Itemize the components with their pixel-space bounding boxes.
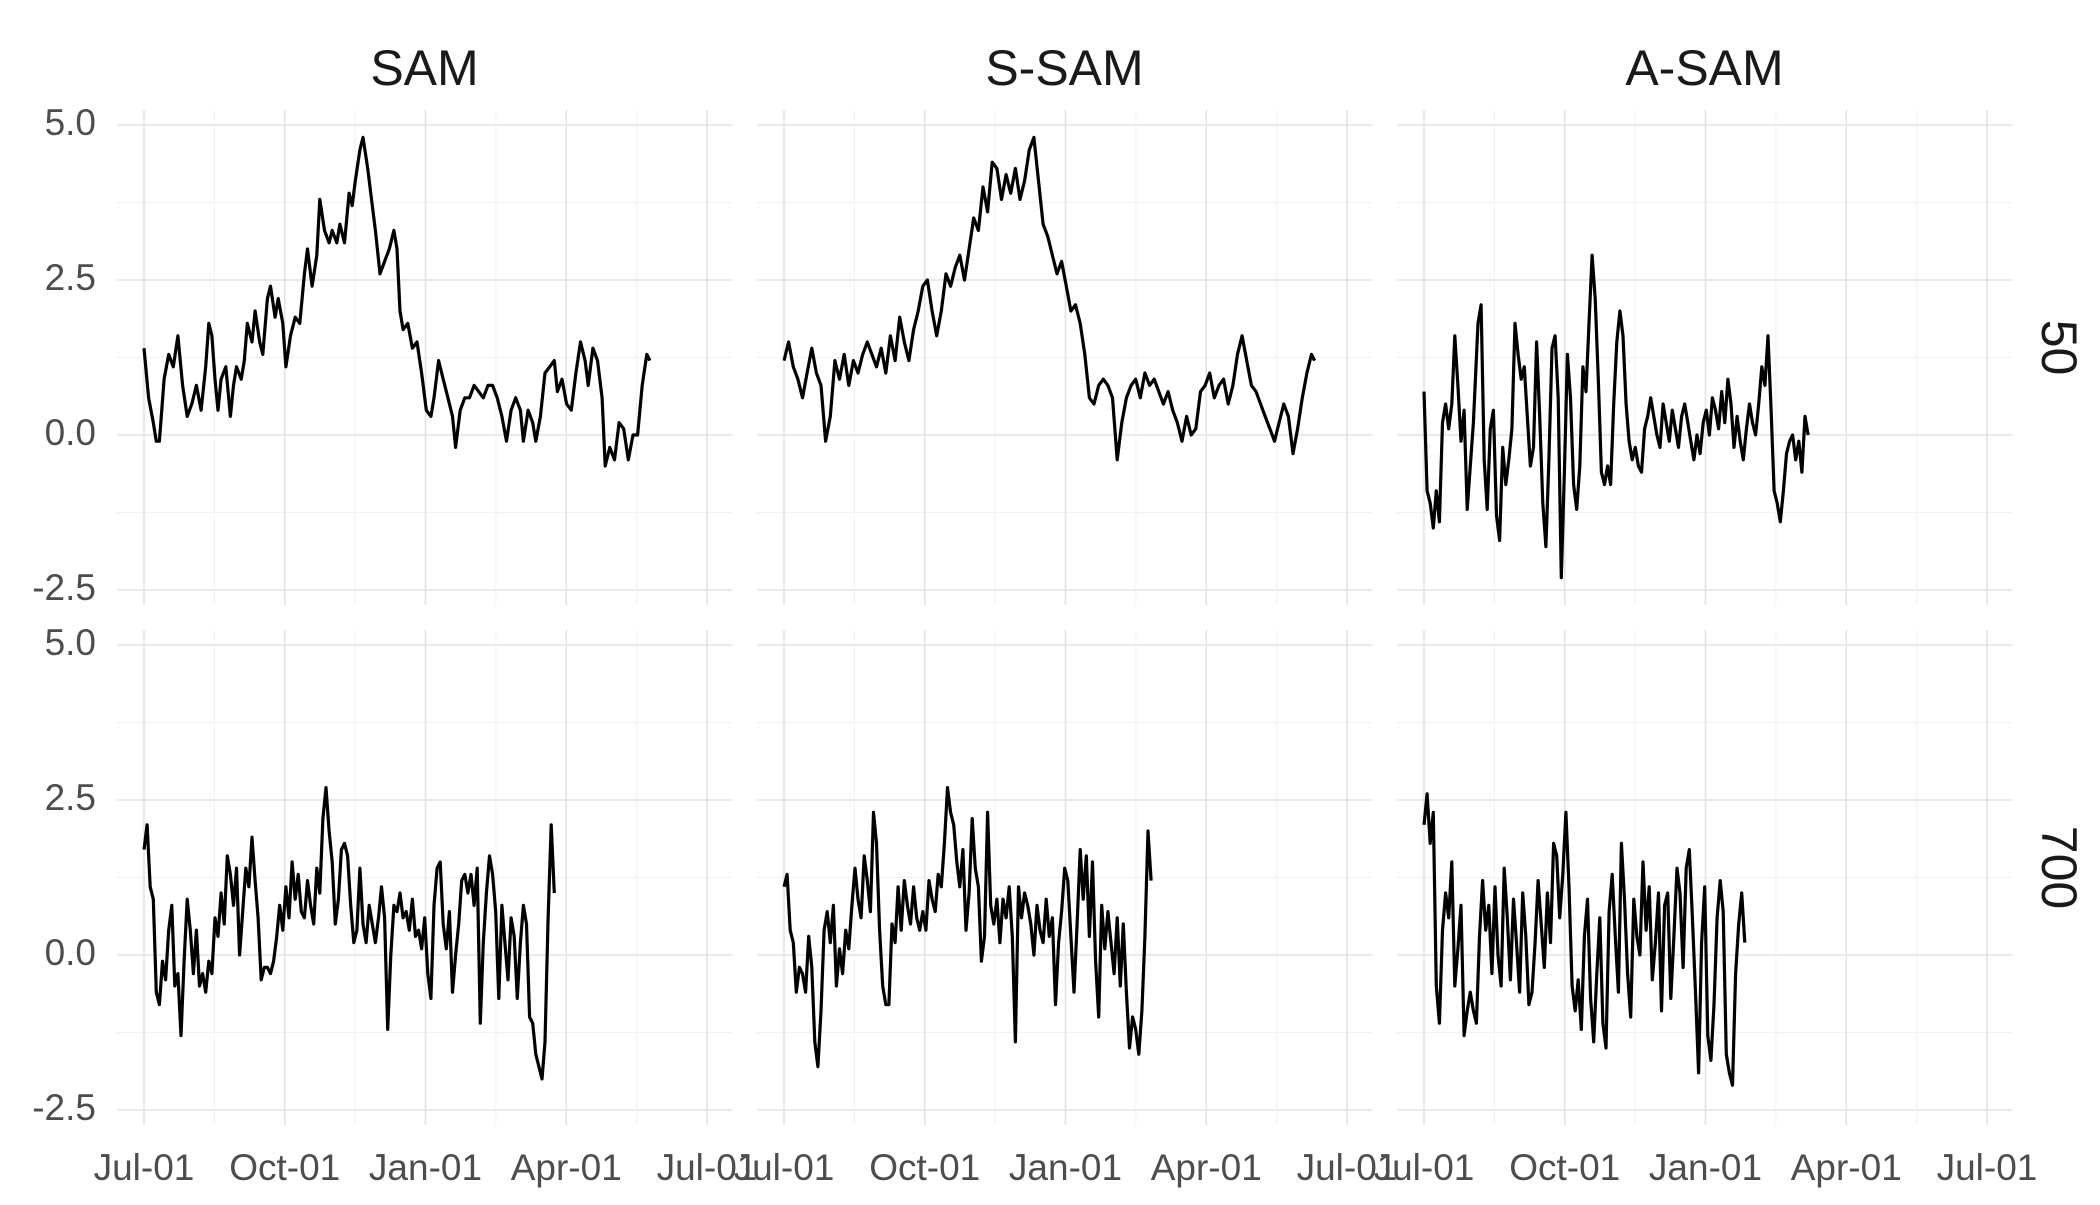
x-tick-label: Jan-01 xyxy=(369,1147,482,1188)
series-line-SAM-50 xyxy=(142,135,652,468)
y-tick-label: 2.5 xyxy=(45,777,96,818)
x-tick-label: Oct-01 xyxy=(1509,1147,1620,1188)
facet-column-label: SAM xyxy=(370,40,478,96)
y-tick-label: -2.5 xyxy=(32,1087,96,1128)
y-tick-label: -2.5 xyxy=(32,567,96,608)
x-tick-label: Jul-01 xyxy=(1297,1147,1398,1188)
x-tick-label: Jul-01 xyxy=(1374,1147,1475,1188)
x-tick-label: Apr-01 xyxy=(1791,1147,1902,1188)
x-tick-label: Apr-01 xyxy=(511,1147,622,1188)
y-tick-label: 0.0 xyxy=(45,412,96,453)
y-tick-label: 2.5 xyxy=(45,257,96,298)
x-tick-label: Jul-01 xyxy=(1937,1147,2038,1188)
x-tick-label: Jul-01 xyxy=(94,1147,195,1188)
y-tick-label: 5.0 xyxy=(45,102,96,143)
panel-SAM-50 xyxy=(117,110,732,605)
x-tick-label: Oct-01 xyxy=(869,1147,980,1188)
y-tick-label: 0.0 xyxy=(45,932,96,973)
panel-S-SAM-50 xyxy=(757,110,1372,605)
series-line-SAM-700 xyxy=(142,785,556,1081)
x-tick-label: Jul-01 xyxy=(734,1147,835,1188)
x-tick-label: Jan-01 xyxy=(1009,1147,1122,1188)
x-tick-label: Jan-01 xyxy=(1649,1147,1762,1188)
panel-A-SAM-700 xyxy=(1397,630,2012,1125)
facet-row-label: 700 xyxy=(2031,826,2087,909)
series-line-A-SAM-700 xyxy=(1422,792,1747,1087)
panel-A-SAM-50 xyxy=(1397,110,2012,605)
series-line-A-SAM-50 xyxy=(1422,253,1810,580)
x-tick-label: Apr-01 xyxy=(1151,1147,1262,1188)
facet-column-label: S-SAM xyxy=(985,40,1143,96)
y-tick-label: 5.0 xyxy=(45,622,96,663)
panel-S-SAM-700 xyxy=(757,630,1372,1125)
x-tick-label: Jul-01 xyxy=(657,1147,758,1188)
facet-column-label: A-SAM xyxy=(1625,40,1783,96)
series-line-S-SAM-700 xyxy=(782,785,1153,1069)
facet-row-label: 50 xyxy=(2031,320,2087,376)
x-tick-label: Oct-01 xyxy=(229,1147,340,1188)
series-line-S-SAM-50 xyxy=(782,135,1317,462)
panel-SAM-700 xyxy=(117,630,732,1125)
